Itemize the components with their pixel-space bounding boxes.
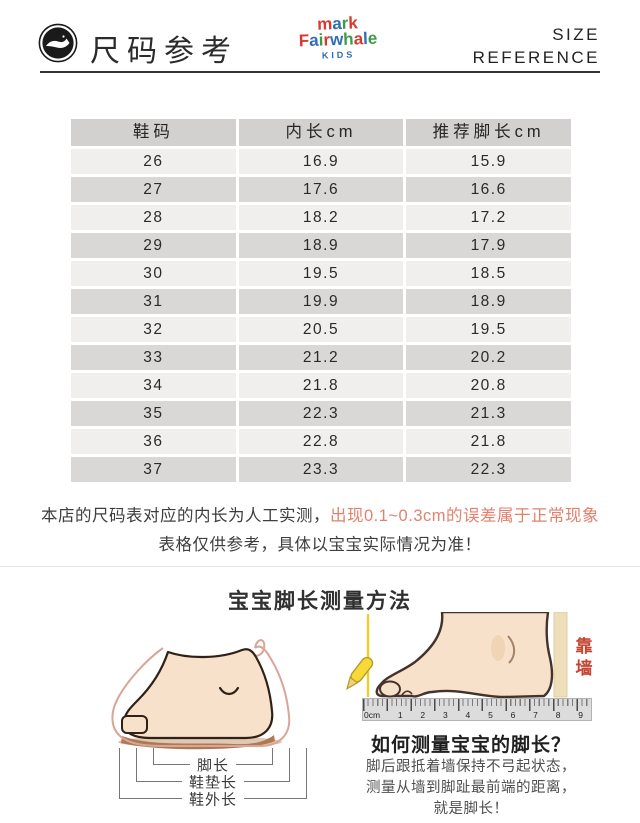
table-row: 35 22.3 21.3 [71, 401, 571, 426]
table-row: 30 19.5 18.5 [71, 261, 571, 286]
table-row: 36 22.8 21.8 [71, 429, 571, 454]
brand-logo-line2: Fairwhale [298, 28, 378, 51]
col-header-foot-length: 推荐脚长cm [406, 119, 571, 146]
bracket-foot-length: 脚长 [153, 748, 273, 776]
header-divider [40, 71, 600, 73]
brand-logo: mark Fairwhale KIDS [282, 13, 393, 62]
table-header-row: 鞋码 内长cm 推荐脚长cm [71, 119, 571, 146]
measure-section-heading: 宝宝脚长测量方法 [228, 590, 412, 613]
table-row: 26 16.9 15.9 [71, 149, 571, 174]
notice-line-1-highlight: 出现0.1~0.3cm的误差属于正常现象 [329, 507, 599, 525]
table-row: 29 18.9 17.9 [71, 233, 571, 258]
notice-line-1-normal: 本店的尺码表对应的内长为人工实测， [40, 507, 330, 525]
label-outsole-length: 鞋外长 [181, 788, 245, 810]
brand-whale-badge-icon [38, 23, 78, 63]
foot-on-ruler-icon [346, 612, 568, 698]
bracket-outsole-length: 鞋外长 [119, 748, 307, 810]
table-row: 31 19.9 18.9 [71, 289, 571, 314]
subtitle-size: SIZE [552, 25, 600, 44]
ruler-labels: 0cm 1 2 3 4 5 6 7 8 9 [364, 710, 583, 720]
page-subtitle-en: SIZE REFERENCE [473, 24, 600, 70]
col-header-shoe-size: 鞋码 [71, 119, 236, 146]
table-row: 34 21.8 20.8 [71, 373, 571, 398]
howto-body: 脚后跟抵着墙保持不弓起状态， 测量从墙到脚趾最前端的距离， 就是脚长！ [338, 757, 604, 820]
howto-line-1: 脚后跟抵着墙保持不弓起状态， [366, 759, 576, 775]
col-header-inner-length: 内长cm [238, 119, 404, 146]
ruler: 0cm 1 2 3 4 5 6 7 8 9 [362, 698, 592, 721]
bracket-insole-length: 鞋垫长 [136, 748, 290, 793]
length-brackets: 脚长 鞋垫长 鞋外长 [119, 748, 307, 810]
section-divider [0, 566, 640, 567]
foot-measuring-diagram: 靠墙 0cm 1 2 3 4 5 6 7 8 9 如何测量宝宝的脚长？ 脚后跟抵… [338, 610, 604, 820]
table-row: 32 20.5 19.5 [71, 317, 571, 342]
subtitle-reference: REFERENCE [472, 47, 600, 67]
wall-label: 靠墙 [575, 637, 593, 679]
brand-logo-line3: KIDS [321, 49, 356, 61]
table-row: 28 18.2 17.2 [71, 205, 571, 230]
size-table: 鞋码 内长cm 推荐脚长cm 26 16.9 15.9 27 17.6 16.6 28 1… [68, 116, 574, 485]
table-row: 37 23.3 22.3 [71, 457, 571, 482]
table-row: 33 21.2 20.2 [71, 345, 571, 370]
notice-line-1: 本店的尺码表对应的内长为人工实测，出现0.1~0.3cm的误差属于正常现象 [0, 502, 640, 526]
page-title: 尺码参考 [90, 35, 238, 68]
howto-line-3: 就是脚长！ [433, 801, 509, 817]
howto-title: 如何测量宝宝的脚长？ [370, 735, 571, 756]
notice-line-2: 表格仅供参考，具体以宝宝实际情况为准！ [158, 536, 482, 554]
label-insole-length: 鞋垫长 [181, 771, 245, 793]
label-foot-length: 脚长 [189, 754, 237, 776]
shoe-length-diagram: 脚长 鞋垫长 鞋外长 [98, 626, 328, 816]
table-row: 27 17.6 16.6 [71, 177, 571, 202]
foot-in-shoe-icon [111, 639, 291, 750]
howto-line-2: 测量从墙到脚趾最前端的距离， [366, 780, 576, 796]
